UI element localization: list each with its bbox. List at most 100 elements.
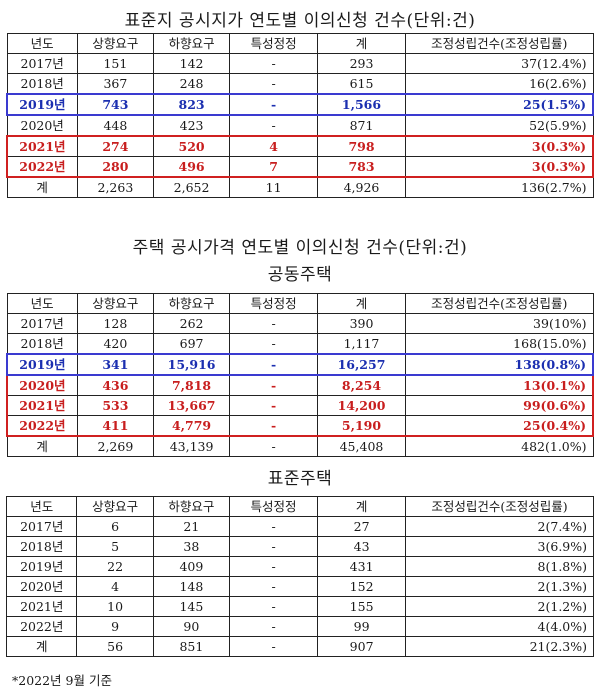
table-cell: 2017년: [5, 516, 78, 537]
column-header: 계: [317, 293, 406, 314]
table-row: 2018년 367 248-615 16(2.6%): [6, 73, 594, 95]
table-cell: 293: [317, 53, 406, 74]
table-cell: 520: [152, 135, 231, 157]
table-cell: 496: [152, 156, 231, 178]
table-cell: 2(1.3%): [405, 576, 594, 597]
table-cell: 14,200: [317, 395, 406, 416]
column-header: 하향요구: [152, 496, 231, 517]
table-row: 2021년 10 145-155 2(1.2%): [5, 596, 594, 617]
table-cell: 148: [152, 576, 231, 597]
table-cell: 2,652: [152, 176, 231, 198]
table-cell: 431: [317, 556, 407, 577]
table-cell: 21(2.3%): [405, 636, 594, 657]
column-header: 계: [317, 496, 407, 517]
table-cell: 2018년: [6, 73, 78, 95]
table-cell: 38: [152, 536, 231, 557]
header-row: 년도 상향요구 하향요구 특성정정 계 조정성립건수(조정성립률): [6, 33, 594, 54]
table-cell: 25(0.4%): [404, 415, 594, 437]
table-cell: 798: [317, 135, 406, 157]
table-cell: 13(0.1%): [404, 374, 594, 396]
table-cell: -: [229, 73, 319, 95]
table-cell: 420: [76, 333, 154, 355]
table-cell: 907: [317, 636, 407, 657]
table-cell: 151: [76, 53, 154, 74]
table-row: 2017년 151 142-293 37(12.4%): [6, 53, 594, 74]
column-header: 하향요구: [152, 33, 231, 54]
standard-house-subtitle: 표준주택: [267, 469, 333, 489]
table-cell: -: [229, 333, 319, 355]
table-cell: 2019년: [5, 93, 78, 116]
table-cell: 697: [152, 333, 231, 355]
table-cell: 90: [152, 616, 231, 637]
table-cell: 2(7.4%): [405, 516, 594, 537]
table-cell: 25(1.5%): [404, 93, 594, 116]
table-cell: -: [229, 435, 319, 457]
table-cell: 계: [6, 176, 78, 198]
table-cell: 16,257: [317, 353, 406, 376]
table-cell: 계: [6, 435, 78, 457]
table-cell: -: [229, 353, 319, 376]
table-cell: 4,779: [152, 415, 231, 437]
column-header: 조정성립건수(조정성립률): [405, 496, 594, 517]
land-price-title: 표준지 공시지가 연도별 이의신청 건수(단위:건): [124, 11, 476, 31]
table-cell: 411: [76, 415, 154, 437]
table-row: 2019년 743 823-1,566 25(1.5%): [5, 93, 594, 116]
table-cell: -: [229, 616, 319, 637]
table-cell: 823: [152, 93, 231, 116]
table-cell: 2021년: [5, 395, 78, 416]
table-cell: 43: [317, 536, 407, 557]
column-header: 특성정정: [229, 33, 319, 54]
table-cell: -: [229, 53, 319, 74]
table-cell: 8(1.8%): [405, 556, 594, 577]
table-row: 2020년 4 148-152 2(1.3%): [5, 576, 594, 597]
table-cell: 482(1.0%): [404, 435, 594, 457]
table-cell: 871: [317, 114, 406, 137]
table-cell: 15,916: [152, 353, 231, 376]
apartment-subtitle: 공동주택: [267, 265, 333, 285]
column-header: 특성정정: [229, 293, 319, 314]
table-row: 2022년 411 4,779-5,190 25(0.4%): [5, 415, 594, 437]
table-cell: 409: [152, 556, 231, 577]
table-cell: 5: [76, 536, 154, 557]
table-cell: 4(4.0%): [405, 616, 594, 637]
table-cell: 10: [76, 596, 154, 617]
table-cell: 2021년: [5, 135, 78, 157]
table-cell: 2021년: [5, 596, 78, 617]
table-cell: 39(10%): [404, 313, 594, 334]
table-cell: -: [229, 556, 319, 577]
table-cell: 851: [152, 636, 231, 657]
table-cell: 52(5.9%): [404, 114, 594, 137]
table-cell: 3(0.3%): [404, 156, 594, 178]
table-cell: 783: [317, 156, 406, 178]
standard-house-table: 년도 상향요구 하향요구 특성정정 계 조정성립건수(조정성립률) 2017년 6 21-27 2…: [5, 496, 594, 657]
table-cell: 367: [76, 73, 154, 95]
column-header: 상향요구: [76, 496, 154, 517]
header-row: 년도 상향요구 하향요구 특성정정 계 조정성립건수(조정성립률): [6, 293, 594, 314]
table-cell: 4: [76, 576, 154, 597]
table-cell: 99(0.6%): [404, 395, 594, 416]
table-cell: -: [229, 395, 319, 416]
table-cell: 2019년: [5, 556, 78, 577]
table-cell: 2022년: [5, 616, 78, 637]
table-cell: 8,254: [317, 374, 406, 396]
table-cell: 248: [152, 73, 231, 95]
table-cell: 152: [317, 576, 407, 597]
table-cell: 13,667: [152, 395, 231, 416]
table-row: 2022년 9 90-99 4(4.0%): [5, 616, 594, 637]
table-cell: 27: [317, 516, 407, 537]
table-cell: 743: [76, 93, 154, 116]
table-cell: 1,117: [317, 333, 406, 355]
table-cell: 448: [76, 114, 154, 137]
footnote: *2022년 9월 기준: [12, 673, 112, 688]
table-cell: 22: [76, 556, 154, 577]
column-header: 년도: [6, 293, 78, 314]
table-cell: 5,190: [317, 415, 406, 437]
table-cell: -: [229, 636, 319, 657]
table-cell: 16(2.6%): [404, 73, 594, 95]
table-row: 2020년 436 7,818-8,254 13(0.1%): [5, 374, 594, 396]
table-row: 2017년 6 21-27 2(7.4%): [5, 516, 594, 537]
column-header: 상향요구: [76, 293, 154, 314]
table-cell: -: [229, 415, 319, 437]
table-cell: 2017년: [6, 313, 78, 334]
total-row: 계 2,269 43,139-45,408 482(1.0%): [6, 435, 594, 457]
